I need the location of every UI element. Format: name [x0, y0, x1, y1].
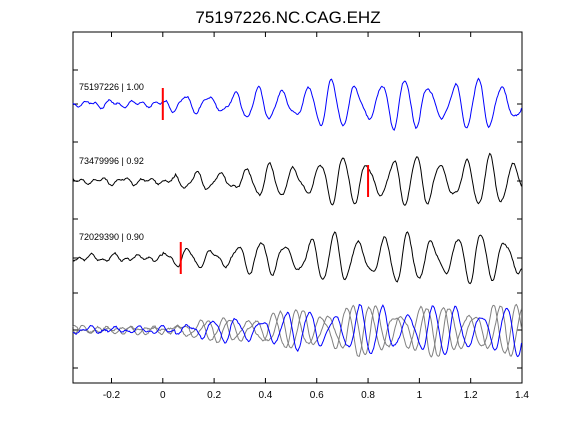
x-tick-label: 1.2 — [464, 390, 478, 401]
x-tick-label: -0.2 — [103, 390, 121, 401]
x-tick-label: 1.4 — [515, 390, 529, 401]
x-tick-label: 0.4 — [258, 390, 272, 401]
trace-line — [72, 231, 522, 285]
stacked-trace-line — [72, 303, 522, 358]
plot-frame — [72, 31, 523, 384]
trace-line — [72, 152, 522, 206]
stacked-trace-line — [72, 303, 522, 358]
x-tick-label: 0.6 — [310, 390, 324, 401]
chart-title: 75197226.NC.CAG.EHZ — [195, 8, 380, 27]
x-tick-label: 0.8 — [361, 390, 375, 401]
x-tick-label: 0.2 — [207, 390, 221, 401]
trace-label: 72029390 | 0.90 — [79, 232, 144, 242]
trace-line — [72, 77, 522, 131]
x-axis: -0.2 0 0.2 0.4 0.6 0.8 1 1.2 1.4 — [73, 31, 529, 401]
trace-label: 73479996 | 0.92 — [79, 156, 144, 166]
x-tick-label: 0 — [160, 390, 166, 401]
stacked-trace-line — [72, 304, 522, 357]
x-tick-label: 1 — [417, 390, 423, 401]
stacked-traces — [72, 303, 522, 358]
trace-group: 75197226 | 1.00 73479996 | 0.92 72029390 |… — [72, 77, 522, 285]
trace-label: 75197226 | 1.00 — [79, 82, 144, 92]
